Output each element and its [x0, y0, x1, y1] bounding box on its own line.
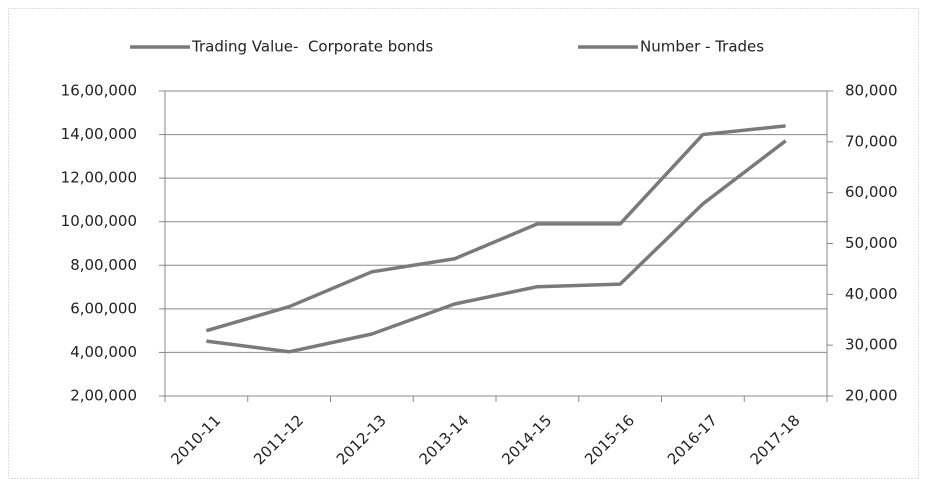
y-tick-label: 2,00,000	[70, 387, 137, 405]
y2-tick-label: 50,000	[845, 234, 898, 252]
legend-label: Trading Value- Corporate bonds	[191, 38, 433, 56]
x-tick-label: 2011-12	[250, 411, 307, 468]
x-tick-label: 2013-14	[416, 411, 473, 468]
series-line	[206, 139, 787, 354]
y2-tick-label: 20,000	[845, 387, 898, 405]
y-tick-label: 14,00,000	[61, 125, 137, 143]
y-tick-label: 8,00,000	[70, 256, 137, 274]
series-line	[205, 124, 786, 333]
y2-tick-label: 30,000	[845, 336, 898, 354]
y-tick-label: 10,00,000	[61, 212, 137, 230]
legend-label: Number - Trades	[640, 38, 764, 56]
y-tick-label: 6,00,000	[70, 299, 137, 317]
y-tick-label: 4,00,000	[70, 343, 137, 361]
y-tick-label: 12,00,000	[61, 169, 137, 187]
x-tick-label: 2016-17	[664, 411, 721, 468]
chart-border	[8, 8, 919, 479]
y2-tick-label: 70,000	[845, 132, 898, 150]
y2-tick-label: 60,000	[845, 183, 898, 201]
y2-tick-label: 80,000	[845, 82, 898, 100]
x-tick-label: 2010-11	[167, 411, 224, 468]
y2-tick-label: 40,000	[845, 285, 898, 303]
x-tick-label: 2017-18	[747, 411, 804, 468]
x-tick-label: 2015-16	[581, 411, 638, 468]
x-tick-label: 2014-15	[498, 411, 555, 468]
y-tick-label: 16,00,000	[61, 82, 137, 100]
x-tick-label: 2012-13	[333, 411, 390, 468]
